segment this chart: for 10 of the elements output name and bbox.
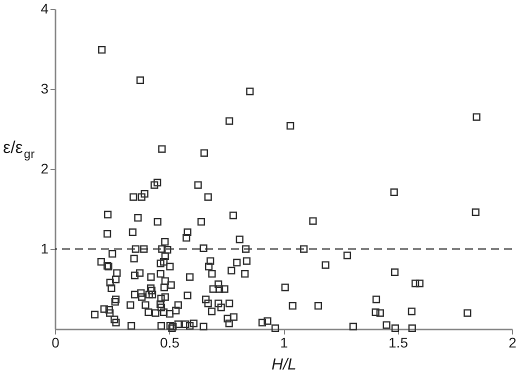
x-tick-label: 0.5 — [160, 334, 180, 350]
x-axis-title: H/L — [272, 356, 296, 374]
y-tick-label: 1 — [40, 240, 49, 256]
x-tick-label: 1 — [280, 334, 288, 350]
y-tick-label: 4 — [40, 0, 49, 16]
y-tick-label: 3 — [40, 80, 49, 96]
x-tick-label: 0 — [52, 334, 60, 350]
y-tick-label: 2 — [40, 160, 49, 176]
x-tick-label: 1.5 — [388, 334, 408, 350]
x-tick-label: 2 — [508, 334, 517, 350]
